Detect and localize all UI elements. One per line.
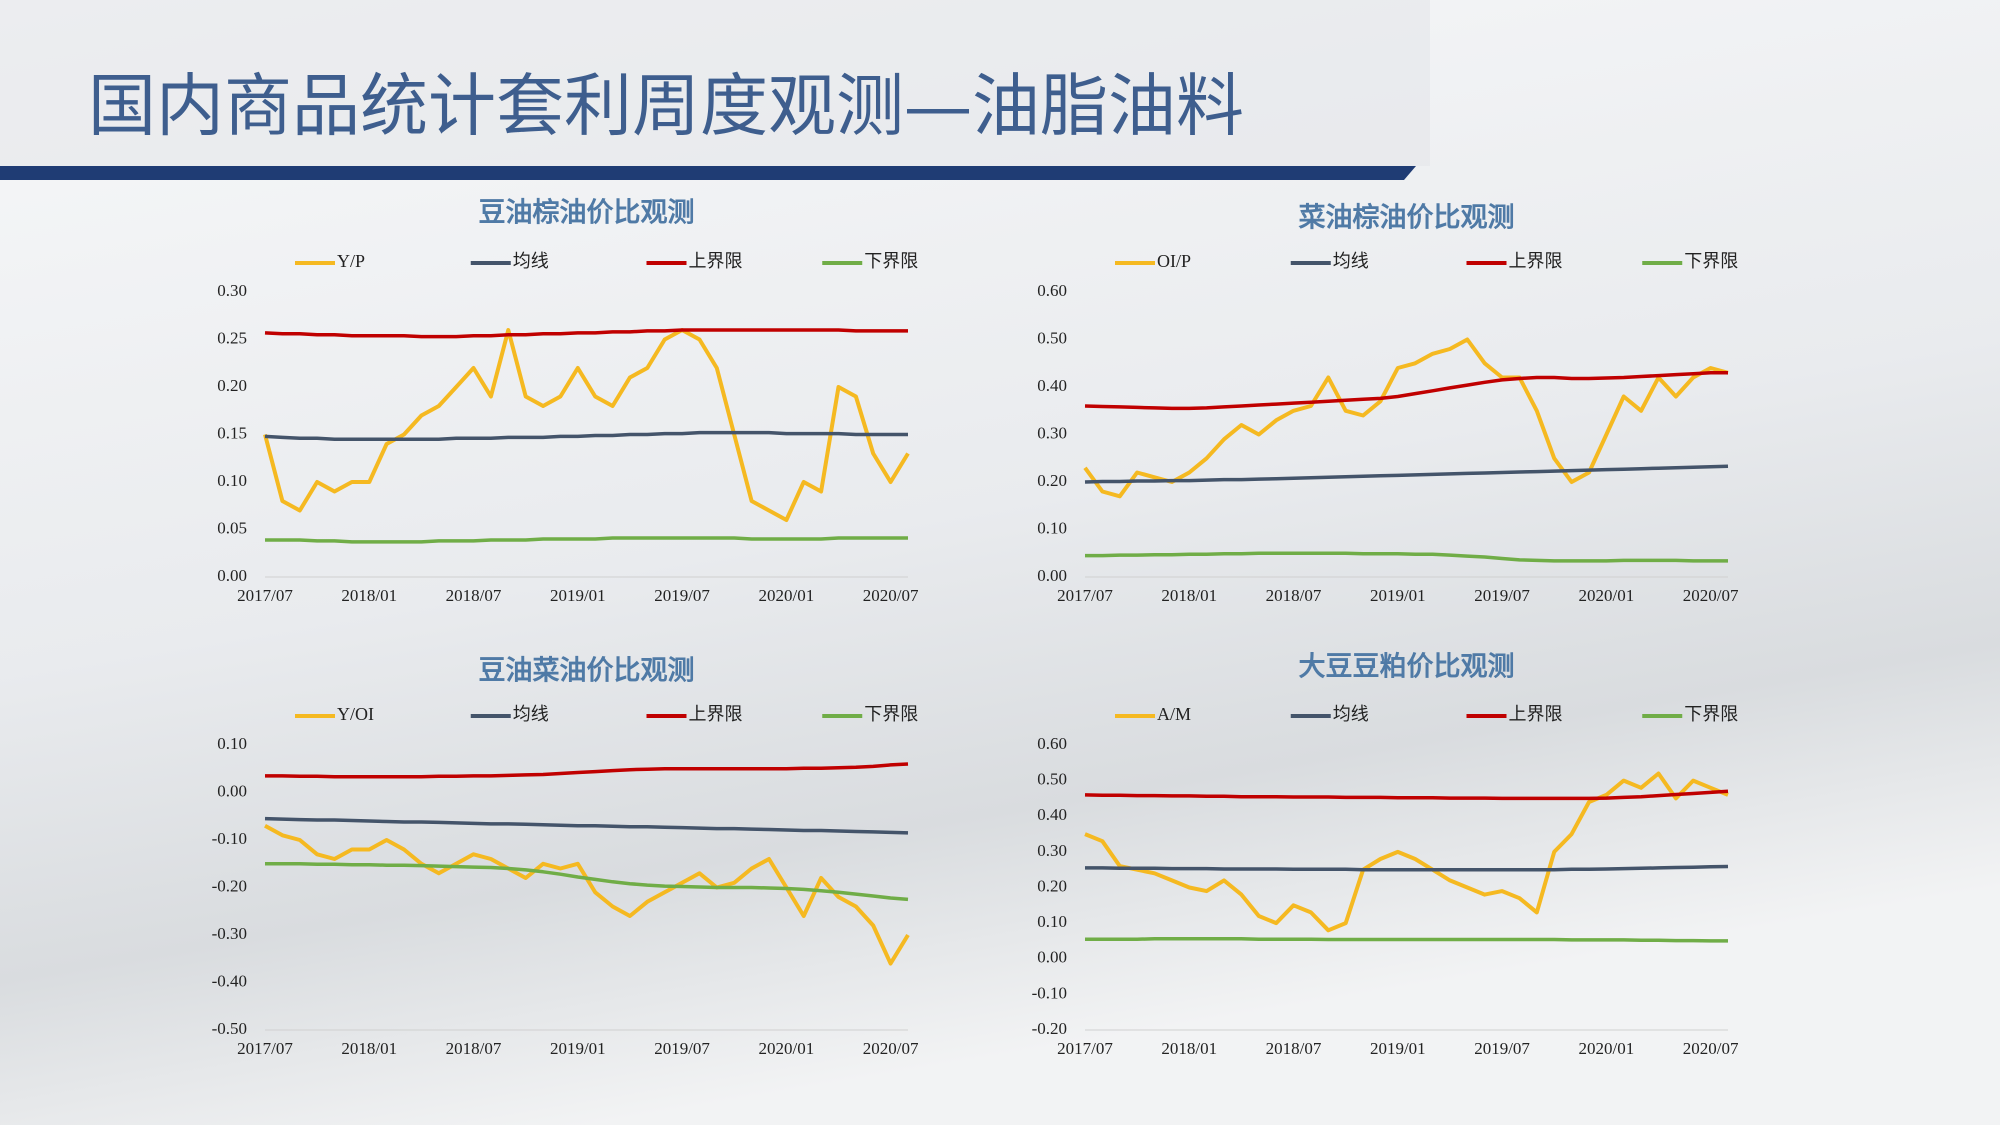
x-tick-label: 2018/07	[1266, 1039, 1322, 1058]
y-tick-label: -0.20	[212, 876, 247, 895]
y-tick-label: 0.10	[217, 734, 247, 753]
legend-label: OI/P	[1157, 251, 1191, 271]
x-tick-label: 2020/07	[1683, 1039, 1739, 1058]
legend-label: 均线	[513, 704, 549, 724]
x-tick-label: 2019/07	[1474, 586, 1530, 605]
legend-label: 上界限	[1509, 704, 1563, 724]
x-tick-label: 2020/01	[1578, 586, 1634, 605]
chart-title: 豆油菜油价比观测	[479, 656, 695, 687]
legend-label: 下界限	[864, 704, 918, 724]
y-tick-label: 0.60	[1037, 734, 1067, 753]
legend-label: 上界限	[689, 704, 743, 724]
legend-label: 均线	[1333, 251, 1369, 271]
y-tick-label: 0.25	[217, 328, 247, 347]
legend-label: 均线	[513, 251, 549, 271]
series-line	[265, 762, 909, 779]
y-tick-label: 0.00	[1037, 948, 1067, 967]
y-tick-label: 0.30	[1037, 423, 1067, 442]
x-tick-label: 2018/07	[446, 586, 502, 605]
x-tick-label: 2019/07	[654, 1039, 710, 1058]
y-tick-label: -0.50	[212, 1019, 247, 1038]
x-tick-label: 2018/01	[1161, 1039, 1217, 1058]
y-tick-label: -0.20	[1032, 1019, 1067, 1038]
series-line	[1084, 464, 1729, 484]
y-tick-label: 0.00	[217, 566, 247, 585]
chart-title: 菜油棕油价比观测	[1298, 203, 1515, 234]
legend-label: 上界限	[689, 251, 743, 271]
x-tick-label: 2019/01	[1370, 1039, 1426, 1058]
legend-label: Y/P	[337, 251, 365, 271]
x-tick-label: 2019/01	[1370, 586, 1426, 605]
legend-label: A/M	[1157, 704, 1191, 724]
slide-title: 国内商品统计套利周度观测—油脂油料	[88, 68, 1244, 147]
y-tick-label: 0.50	[1037, 770, 1067, 789]
series-line	[1085, 937, 1728, 943]
x-tick-label: 2020/01	[758, 586, 814, 605]
x-tick-label: 2020/07	[863, 586, 919, 605]
chart-title: 豆油棕油价比观测	[479, 198, 695, 229]
x-tick-label: 2019/07	[654, 586, 710, 605]
x-tick-label: 2020/07	[863, 1039, 919, 1058]
y-tick-label: 0.00	[1037, 566, 1067, 585]
legend-label: 上界限	[1509, 251, 1563, 271]
series-line	[264, 816, 909, 835]
x-tick-label: 2017/07	[1057, 1039, 1113, 1058]
x-tick-label: 2017/07	[237, 1039, 293, 1058]
series-line	[1083, 337, 1729, 499]
series-line	[263, 328, 910, 522]
x-tick-label: 2017/07	[237, 586, 293, 605]
x-tick-label: 2018/01	[1161, 586, 1217, 605]
header-bar	[0, 166, 1416, 180]
y-tick-label: 0.30	[1037, 841, 1067, 860]
y-tick-label: -0.10	[212, 829, 247, 848]
x-tick-label: 2018/07	[446, 1039, 502, 1058]
y-tick-label: 0.10	[1037, 518, 1067, 537]
y-tick-label: 0.10	[217, 471, 247, 490]
legend-label: 均线	[1333, 704, 1369, 724]
series-line	[1084, 789, 1729, 801]
series-line	[264, 328, 908, 339]
x-tick-label: 2017/07	[1057, 586, 1113, 605]
y-tick-label: 0.15	[217, 423, 247, 442]
header-band	[0, 0, 1430, 166]
legend-label: 下界限	[864, 251, 918, 271]
legend-label: 下界限	[1684, 251, 1738, 271]
y-tick-label: -0.40	[212, 971, 247, 990]
x-tick-label: 2019/01	[550, 586, 606, 605]
x-tick-label: 2018/01	[341, 586, 397, 605]
y-tick-label: 0.40	[1037, 805, 1067, 824]
series-line	[1085, 864, 1729, 872]
y-tick-label: -0.10	[1032, 983, 1067, 1002]
y-tick-label: 0.20	[1037, 876, 1067, 895]
series-line	[264, 430, 908, 442]
x-tick-label: 2020/01	[758, 1039, 814, 1058]
y-tick-label: 0.40	[1037, 376, 1067, 395]
x-tick-label: 2018/01	[341, 1039, 397, 1058]
legend-label: 下界限	[1684, 704, 1738, 724]
series-line	[265, 536, 908, 544]
y-tick-label: 0.10	[1037, 912, 1067, 931]
series-line	[1084, 371, 1728, 411]
y-tick-label: 0.20	[217, 376, 247, 395]
series-line	[1085, 551, 1728, 563]
y-tick-label: 0.20	[1037, 471, 1067, 490]
x-tick-label: 2020/01	[1578, 1039, 1634, 1058]
y-tick-label: 0.60	[1037, 281, 1067, 300]
chart-title: 大豆豆粕价比观测	[1299, 652, 1515, 683]
y-tick-label: -0.30	[212, 924, 247, 943]
y-tick-label: 0.00	[217, 781, 247, 800]
series-line	[1084, 771, 1729, 933]
y-tick-label: 0.50	[1037, 328, 1067, 347]
x-tick-label: 2019/01	[550, 1039, 606, 1058]
series-line	[265, 862, 909, 902]
x-tick-label: 2020/07	[1683, 586, 1739, 605]
y-tick-label: 0.30	[217, 281, 247, 300]
x-tick-label: 2018/07	[1266, 586, 1322, 605]
y-tick-label: 0.05	[217, 518, 247, 537]
legend-label: Y/OI	[337, 704, 374, 724]
x-tick-label: 2019/07	[1474, 1039, 1530, 1058]
